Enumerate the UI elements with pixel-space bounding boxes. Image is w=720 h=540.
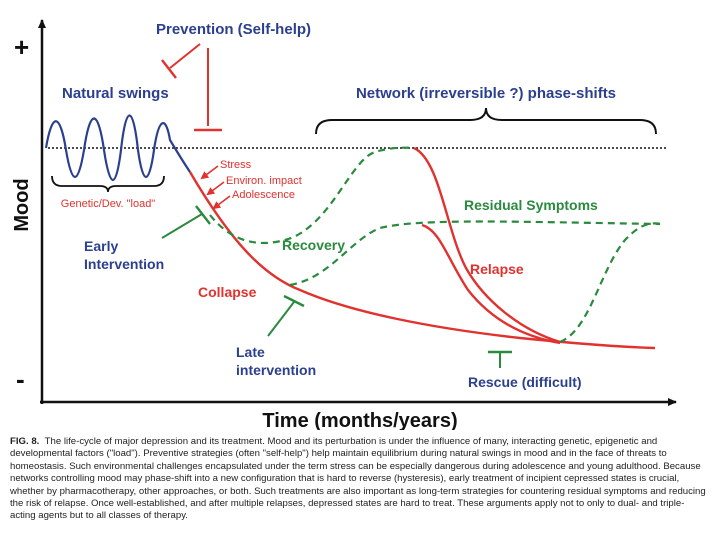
- y-axis-label: Mood: [11, 178, 33, 231]
- x-axis-label: Time (months/years): [262, 410, 457, 430]
- early-intervention-label-2: Intervention: [84, 256, 164, 272]
- natural-swings-label: Natural swings: [62, 85, 169, 102]
- late-intervention-tbar: [283, 294, 305, 308]
- figure-caption: FIG. 8. The life-cycle of major depressi…: [10, 436, 710, 523]
- recovery-curve: [209, 146, 415, 244]
- genetic-load-brace: [51, 175, 165, 193]
- prevention-label: Prevention (Self-help): [156, 21, 311, 38]
- relapse-label: Relapse: [470, 261, 524, 277]
- rescue-curve: [559, 222, 663, 344]
- stress-arrow-1: [200, 165, 219, 180]
- stress-arrow-2: [206, 181, 225, 196]
- y-plus-label: +: [14, 32, 29, 62]
- network-shifts-brace: [315, 107, 657, 135]
- relapse-curve-1: [413, 146, 561, 344]
- prevention-tbar-2: [161, 59, 177, 79]
- collapse-label: Collapse: [198, 284, 257, 300]
- caption-text: The life-cycle of major depression and i…: [10, 436, 706, 522]
- caption-figure-label: FIG. 8.: [10, 436, 40, 447]
- early-intervention-line: [161, 213, 203, 239]
- environ-impact-label: Environ. impact: [226, 175, 302, 187]
- late-intervention-label-1: Late: [236, 344, 265, 360]
- early-intervention-label-1: Early: [84, 238, 118, 254]
- stress-arrow-3: [212, 195, 231, 210]
- natural-swings-curve: [44, 114, 191, 182]
- prevention-line-2: [169, 43, 201, 69]
- adolescence-label: Adolescence: [232, 189, 295, 201]
- residual-curve: [289, 220, 661, 287]
- rescue-label: Rescue (difficult): [468, 374, 582, 390]
- mood-lifecycle-diagram: + - Mood Time (months/years) Genetic/Dev…: [11, 19, 677, 432]
- late-intervention-label-2: intervention: [236, 362, 316, 378]
- y-minus-label: -: [16, 364, 25, 394]
- relapse-curve-2: [421, 223, 561, 345]
- genetic-load-label: Genetic/Dev. "load": [61, 198, 156, 210]
- late-intervention-line: [267, 301, 295, 337]
- early-intervention-tbar: [195, 205, 211, 225]
- residual-symptoms-label: Residual Symptoms: [464, 197, 598, 213]
- network-shifts-label: Network (irreversible ?) phase-shifts: [356, 85, 616, 102]
- recovery-label: Recovery: [282, 237, 345, 253]
- collapse-curve: [188, 171, 656, 350]
- stress-label: Stress: [220, 159, 252, 171]
